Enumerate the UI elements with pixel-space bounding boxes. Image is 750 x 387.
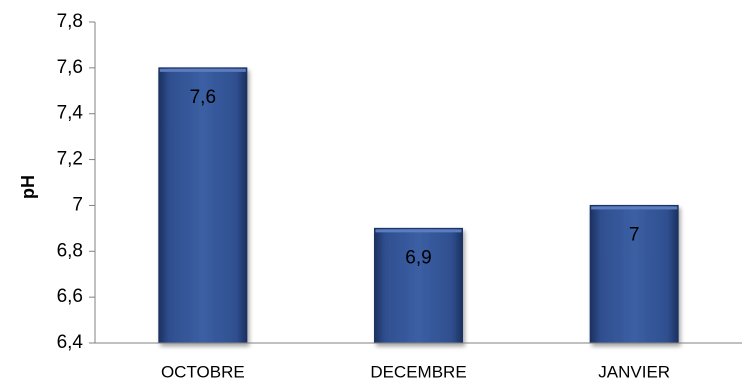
y-tick-label: 7 xyxy=(72,194,83,215)
y-tick-label: 6,4 xyxy=(57,332,84,353)
y-tick-label: 7,6 xyxy=(57,57,83,78)
x-category-label: DECEMBRE xyxy=(370,362,466,381)
bar-top-highlight xyxy=(159,68,246,72)
y-axis-ticks: 6,4 6,6 6,8 7 7,2 7,4 7,6 7,8 xyxy=(57,11,95,353)
data-label-decembre: 6,9 xyxy=(405,247,431,268)
y-tick-label: 7,2 xyxy=(57,149,83,170)
y-tick-label: 7,4 xyxy=(57,103,84,124)
y-axis-title: pH xyxy=(18,175,38,199)
bar-top-highlight xyxy=(375,229,462,233)
x-category-label: JANVIER xyxy=(598,362,670,381)
x-category-label: OCTOBRE xyxy=(161,362,245,381)
y-tick-label: 6,8 xyxy=(57,240,83,261)
x-axis-labels: OCTOBRE DECEMBRE JANVIER xyxy=(161,362,670,381)
y-tick-label: 7,8 xyxy=(57,11,83,32)
bar-series: 7,6 6,9 7 xyxy=(158,67,679,344)
bar-janvier xyxy=(589,204,679,344)
data-label-octobre: 7,6 xyxy=(190,87,216,108)
bar-octobre xyxy=(158,67,248,344)
bar-decembre xyxy=(374,227,463,344)
bar-top-highlight xyxy=(591,206,678,210)
y-tick-label: 6,6 xyxy=(57,286,83,307)
data-label-janvier: 7 xyxy=(629,224,640,245)
